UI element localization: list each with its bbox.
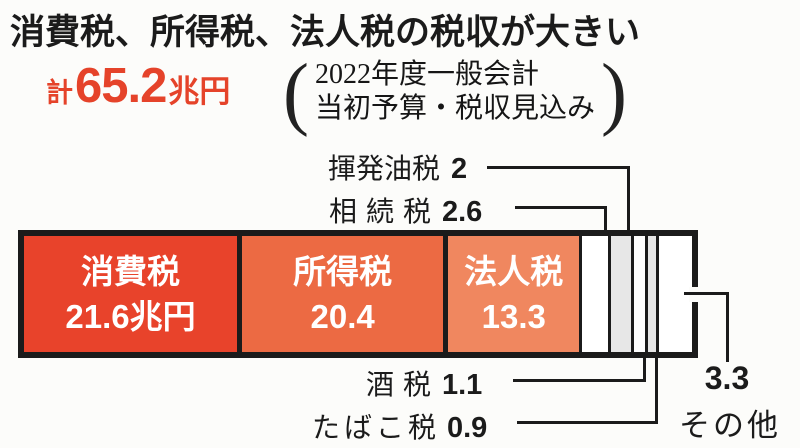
- tobacco-tax-value: 0.9: [447, 412, 488, 444]
- bar-segment-text: 13.3: [481, 298, 546, 335]
- bar-segment-消費税: 消費税 21.6兆円: [24, 236, 238, 352]
- gasoline-tax-label: 揮発油税: [327, 153, 440, 184]
- inheritance-tax-leader-h: [515, 206, 607, 209]
- bar-segment-たばこ税: [644, 236, 657, 352]
- annotation-tobacco-tax: たばこ税 0.9: [140, 406, 487, 446]
- liquor-tax-leader-h: [513, 379, 646, 382]
- bar-segment-相続税: [579, 236, 609, 352]
- stacked-bar: 消費税 21.6兆円 所得税 20.4 法人税 13.3: [18, 230, 698, 358]
- bar-segment-text: 所得税: [293, 253, 393, 290]
- inheritance-tax-label: 相続税: [328, 196, 440, 227]
- others-label: その他: [679, 408, 781, 443]
- gasoline-tax-value: 2: [451, 153, 468, 185]
- total-figure: 計 65.2 兆円: [46, 58, 230, 114]
- inheritance-tax-value: 2.6: [442, 196, 483, 228]
- bar-segment-text: 21.6兆円: [65, 298, 196, 335]
- annotation-liquor-tax: 酒税 1.1: [140, 363, 482, 403]
- bar-segment-text: 法人税: [464, 253, 564, 290]
- tobacco-tax-label: たばこ税: [311, 412, 440, 443]
- total-unit: 兆円: [168, 74, 231, 109]
- liquor-tax-label: 酒税: [365, 369, 440, 400]
- budget-note-line1: 2022年度一般会計: [314, 59, 539, 90]
- bar-segment-法人税: 法人税 13.3: [443, 236, 580, 352]
- tobacco-tax-leader-v: [655, 356, 658, 424]
- liquor-tax-value: 1.1: [442, 369, 483, 401]
- gasoline-tax-leader-v: [627, 166, 630, 232]
- bar-segment-text: 20.4: [310, 298, 375, 335]
- total-value: 65.2: [75, 59, 167, 113]
- budget-note: ( 2022年度一般会計 当初予算・税収見込み ): [283, 45, 627, 138]
- others-bracket-v: [726, 292, 729, 362]
- close-paren: ): [601, 45, 627, 138]
- total-prefix: 計: [46, 78, 73, 108]
- budget-note-text: 2022年度一般会計 当初予算・税収見込み: [315, 58, 595, 126]
- bar-segment-酒税: [630, 236, 645, 352]
- tobacco-tax-leader-h: [517, 421, 658, 424]
- others-value: 3.3: [704, 360, 750, 396]
- budget-note-line2: 当初予算・税収見込み: [314, 93, 595, 124]
- annotation-inheritance-tax: 相続税 2.6: [140, 190, 482, 230]
- inheritance-tax-leader-v: [604, 206, 607, 232]
- gasoline-tax-leader-h: [487, 166, 630, 169]
- bar-segment-揮発油税: [608, 236, 631, 352]
- bar-segment-text: 消費税: [81, 253, 180, 290]
- open-paren: (: [283, 45, 309, 138]
- others-bracket-h: [684, 292, 729, 295]
- bar-segment-所得税: 所得税 20.4: [237, 236, 444, 352]
- annotation-gasoline-tax: 揮発油税 2: [140, 147, 491, 187]
- liquor-tax-leader-v: [643, 356, 646, 382]
- page-title: 消費税、所得税、法人税の税収が大きい: [10, 13, 641, 52]
